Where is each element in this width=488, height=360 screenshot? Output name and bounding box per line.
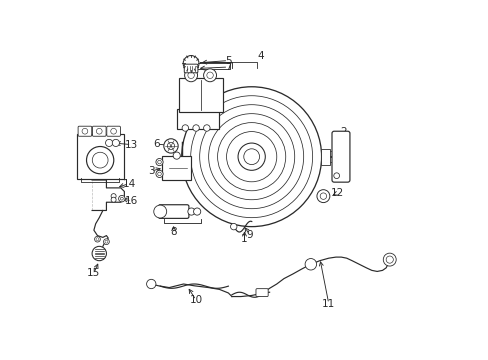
Text: 11: 11 (322, 299, 335, 309)
Text: 10: 10 (189, 295, 202, 305)
Circle shape (112, 139, 119, 147)
Circle shape (184, 69, 197, 82)
Circle shape (86, 147, 114, 174)
Text: 14: 14 (122, 179, 135, 189)
Circle shape (92, 246, 106, 261)
Text: 8: 8 (170, 227, 177, 237)
Circle shape (105, 139, 112, 147)
Circle shape (383, 253, 395, 266)
Text: 6: 6 (153, 139, 160, 149)
Circle shape (156, 170, 163, 177)
FancyBboxPatch shape (331, 131, 349, 182)
Circle shape (111, 197, 116, 202)
Circle shape (230, 224, 237, 230)
FancyBboxPatch shape (106, 126, 120, 136)
Circle shape (238, 143, 265, 170)
Circle shape (183, 55, 199, 71)
FancyBboxPatch shape (158, 205, 188, 219)
Text: 9: 9 (246, 230, 253, 239)
Circle shape (203, 69, 216, 82)
FancyBboxPatch shape (77, 134, 123, 179)
Text: 1: 1 (241, 234, 247, 244)
Text: 16: 16 (125, 196, 138, 206)
FancyBboxPatch shape (177, 109, 218, 129)
Circle shape (193, 208, 201, 215)
Circle shape (153, 205, 166, 218)
Circle shape (146, 279, 156, 289)
Circle shape (163, 139, 178, 153)
Circle shape (333, 173, 339, 179)
Text: 2: 2 (339, 127, 346, 136)
FancyBboxPatch shape (78, 126, 92, 136)
Circle shape (187, 208, 195, 215)
Circle shape (182, 125, 188, 131)
Circle shape (111, 194, 116, 199)
FancyBboxPatch shape (320, 149, 329, 165)
Text: 4: 4 (257, 51, 264, 61)
FancyBboxPatch shape (255, 289, 267, 297)
Text: 15: 15 (87, 268, 101, 278)
Circle shape (156, 158, 163, 166)
Circle shape (119, 195, 125, 202)
Circle shape (173, 152, 180, 159)
FancyBboxPatch shape (92, 126, 106, 136)
Text: 7: 7 (224, 62, 231, 72)
Circle shape (192, 125, 199, 131)
FancyBboxPatch shape (162, 156, 191, 180)
FancyBboxPatch shape (178, 78, 222, 112)
Circle shape (305, 258, 316, 270)
FancyBboxPatch shape (184, 64, 198, 73)
Circle shape (94, 236, 100, 242)
Circle shape (103, 239, 109, 244)
Text: 13: 13 (124, 140, 138, 150)
Circle shape (203, 125, 210, 131)
Text: 3: 3 (148, 166, 154, 176)
Text: 5: 5 (224, 55, 231, 66)
Circle shape (316, 190, 329, 203)
Text: 12: 12 (330, 188, 343, 198)
Circle shape (182, 87, 321, 226)
